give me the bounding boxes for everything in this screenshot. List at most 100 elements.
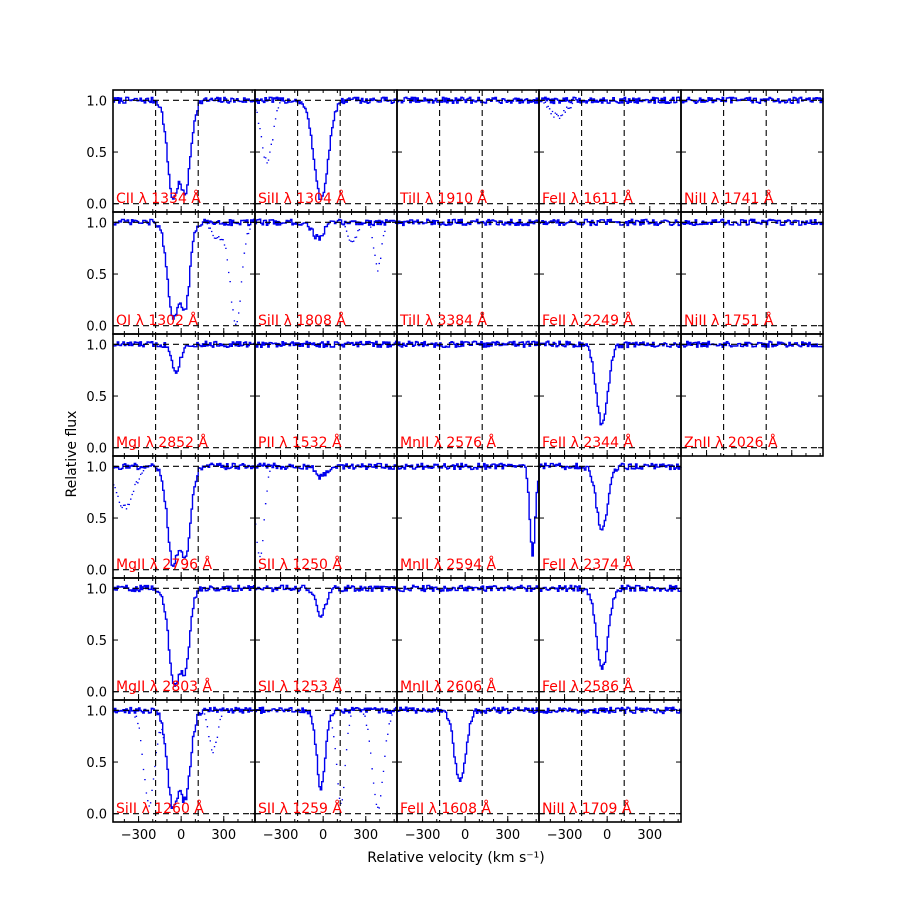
ion-label: OI λ 1302 Å <box>116 312 198 329</box>
flux-line <box>255 462 398 480</box>
ion-label: SII λ 1250 Å <box>258 556 342 573</box>
y-tick-label: 0.5 <box>86 756 107 771</box>
ion-label: MgII λ 2796 Å <box>116 556 212 573</box>
ion-label: FeII λ 2344 Å <box>542 434 633 451</box>
flux-line <box>255 584 398 618</box>
spectrum-panel: SiII λ 1304 Å <box>254 89 398 213</box>
flux-line <box>539 584 682 670</box>
spectrum-panel: 0.0 0.5 1.0 CII λ 1334 Å <box>86 89 256 213</box>
ion-label: MnII λ 2594 Å <box>400 556 496 573</box>
spectrum-panel: SiII λ 1808 Å <box>254 211 398 335</box>
y-tick-label: 0.5 <box>86 390 107 405</box>
ion-label: SiII λ 1260 Å <box>116 800 204 817</box>
blend-flux-line <box>344 226 386 272</box>
x-tick-label: 300 <box>495 828 520 843</box>
y-tick-label: 0.0 <box>86 686 107 701</box>
panel-frame <box>680 333 824 457</box>
y-tick-label: 1.0 <box>86 216 107 231</box>
flux-line <box>113 340 256 374</box>
spectrum-panel: FeII λ 2374 Å <box>538 455 682 579</box>
spectrum-panel: 0.0 0.5 1.0 OI λ 1302 Å <box>86 211 256 335</box>
y-tick-label: 0.5 <box>86 146 107 161</box>
blend-flux-line <box>255 102 281 164</box>
spectrum-panel: FeII λ 2249 Å <box>538 211 682 335</box>
spectrum-panel: TiII λ 1910 Å <box>396 89 540 213</box>
y-tick-label: 1.0 <box>86 338 107 353</box>
spectrum-panel: SII λ 1250 Å <box>254 455 398 579</box>
flux-line <box>397 462 540 557</box>
ion-label: NiII λ 1709 Å <box>542 800 632 817</box>
y-tick-label: 0.0 <box>86 198 107 213</box>
flux-line <box>255 706 398 791</box>
ion-label: FeII λ 1608 Å <box>400 800 491 817</box>
ion-label: NiII λ 1741 Å <box>684 190 774 207</box>
blend-flux-line <box>113 470 145 510</box>
spectrum-panel: FeII λ 1611 Å <box>538 89 682 213</box>
blend-flux-line <box>255 470 271 558</box>
flux-line <box>539 706 682 715</box>
spectrum-panel: 0.0 0.5 1.0 −300 0 300 SiII λ 1260 Å <box>86 699 256 843</box>
x-tick-label: −300 <box>263 828 299 843</box>
spectrum-panel: SII λ 1253 Å <box>254 577 398 701</box>
x-tick-label: 300 <box>353 828 378 843</box>
x-axis-label: Relative velocity (km s⁻¹) <box>367 850 545 866</box>
x-tick-label: 0 <box>461 828 469 843</box>
x-tick-label: 0 <box>177 828 185 843</box>
flux-line <box>113 96 256 200</box>
ion-label: SII λ 1253 Å <box>258 678 342 695</box>
spectrum-panel: TiII λ 3384 Å <box>396 211 540 335</box>
y-axis-label: Relative flux <box>64 411 80 498</box>
spectrum-panel: ZnII λ 2026 Å <box>680 333 824 457</box>
spectrum-panel: FeII λ 2344 Å <box>538 333 682 457</box>
flux-line <box>681 340 824 348</box>
y-tick-label: 0.0 <box>86 442 107 457</box>
y-tick-label: 0.5 <box>86 268 107 283</box>
y-tick-label: 0.0 <box>86 808 107 823</box>
flux-line <box>539 340 682 426</box>
x-tick-label: 0 <box>319 828 327 843</box>
x-tick-label: 0 <box>603 828 611 843</box>
spectrum-panel: −300 0 300 NiII λ 1709 Å <box>538 699 682 843</box>
spectrum-panel: −300 0 300 SII λ 1259 Å <box>254 699 398 843</box>
y-tick-label: 0.0 <box>86 320 107 335</box>
ion-label: FeII λ 2586 Å <box>542 678 633 695</box>
blend-flux-line <box>134 713 223 807</box>
spectrum-panel: MnII λ 2606 Å <box>396 577 540 701</box>
flux-line <box>113 584 256 687</box>
panel-frame <box>538 699 682 823</box>
spectrum-panel: 0.0 0.5 1.0 MgI λ 2852 Å <box>86 333 256 457</box>
y-tick-label: 0.5 <box>86 512 107 527</box>
spectrum-panel: −300 0 300 FeII λ 1608 Å <box>396 699 540 843</box>
panel-grid: 0.0 0.5 1.0 CII λ 1334 Å 0.0 0.5 1.0 OI λ 1302 … <box>86 89 824 843</box>
flux-line <box>681 96 824 104</box>
ion-label: MnII λ 2576 Å <box>400 434 496 451</box>
ion-label: TiII λ 3384 Å <box>399 312 488 329</box>
ion-label: SiII λ 1808 Å <box>258 312 346 329</box>
spectrum-panel: NiII λ 1751 Å <box>680 211 824 335</box>
flux-line <box>681 218 824 226</box>
ion-label: SiII λ 1304 Å <box>258 190 346 207</box>
y-tick-label: 1.0 <box>86 582 107 597</box>
ion-label: SII λ 1259 Å <box>258 800 342 817</box>
ion-label: PII λ 1532 Å <box>258 434 342 451</box>
spectrum-panel: FeII λ 2586 Å <box>538 577 682 701</box>
flux-line <box>539 462 682 531</box>
ion-label: TiII λ 1910 Å <box>399 190 488 207</box>
ion-label: MgII λ 2803 Å <box>116 678 212 695</box>
ion-label: FeII λ 1611 Å <box>542 190 633 207</box>
x-tick-label: −300 <box>121 828 157 843</box>
flux-line <box>113 218 255 320</box>
ion-label: CII λ 1334 Å <box>116 190 201 207</box>
flux-line <box>113 462 256 567</box>
ion-label: ZnII λ 2026 Å <box>684 434 778 451</box>
x-tick-label: −300 <box>547 828 583 843</box>
flux-line <box>113 706 256 809</box>
spectrum-panel: 0.0 0.5 1.0 MgII λ 2803 Å <box>86 577 256 701</box>
spectrum-panel: MnII λ 2594 Å <box>396 455 540 579</box>
y-tick-label: 0.0 <box>86 564 107 579</box>
ion-label: NiII λ 1751 Å <box>684 312 774 329</box>
x-tick-label: 300 <box>637 828 662 843</box>
y-tick-label: 1.0 <box>86 460 107 475</box>
ion-label: FeII λ 2249 Å <box>542 312 633 329</box>
